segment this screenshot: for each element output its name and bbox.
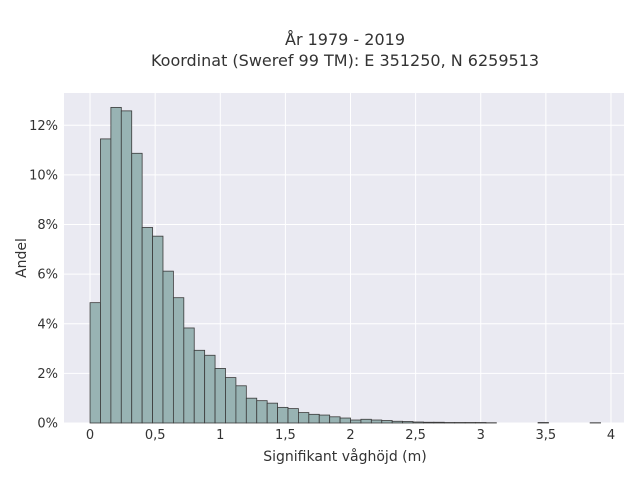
histogram-bar-1	[100, 138, 112, 424]
histogram-bar-25	[350, 419, 362, 424]
histogram-bars	[89, 106, 601, 424]
histogram-bar-0	[89, 302, 101, 424]
histogram-bar-5	[141, 227, 153, 424]
x-tick-label-5: 2,5	[405, 428, 426, 443]
histogram-bar-31	[412, 421, 424, 424]
histogram-bar-7	[162, 270, 174, 424]
histogram-bar-22	[318, 414, 331, 424]
histogram-bar-10	[193, 349, 206, 424]
histogram-bar-4	[131, 152, 143, 424]
y-tick-label-5: 10%	[29, 168, 58, 183]
histogram-bar-17	[266, 402, 278, 424]
x-tick-label-4: 2	[346, 428, 354, 443]
histogram-bar-33	[433, 421, 445, 424]
histogram-bar-21	[308, 413, 320, 424]
y-tick-label-4: 8%	[37, 218, 58, 233]
histogram-bar-14	[235, 385, 247, 424]
y-tick-label-2: 4%	[37, 317, 58, 332]
histogram-bar-19	[287, 408, 299, 424]
x-tick-label-0: 0	[86, 428, 94, 443]
histogram-bar-9	[183, 327, 195, 424]
y-axis-label: Andel	[14, 238, 30, 278]
x-tick-label-1: 0,5	[145, 428, 166, 443]
y-tick-label-3: 6%	[37, 268, 58, 283]
y-tick-label-1: 2%	[37, 367, 58, 382]
histogram-bar-28	[381, 420, 393, 424]
histogram-bar-13	[225, 377, 237, 424]
histogram-bar-29	[391, 420, 404, 424]
x-tick-label-8: 4	[607, 428, 615, 443]
chart-title-line1: År 1979 - 2019	[285, 30, 405, 49]
chart-title-line2: Koordinat (Sweref 99 TM): E 351250, N 62…	[151, 51, 539, 70]
x-tick-label-6: 3	[477, 428, 485, 443]
x-tick-label-7: 3,5	[536, 428, 557, 443]
histogram-bar-6	[152, 235, 164, 424]
histogram-bar-11	[204, 354, 216, 424]
histogram-bar-2	[110, 106, 122, 424]
histogram-bar-18	[277, 406, 289, 424]
histogram-bar-15	[245, 397, 258, 424]
histogram-bar-8	[172, 297, 185, 424]
x-tick-label-2: 1	[216, 428, 224, 443]
x-tick-label-3: 1,5	[275, 428, 296, 443]
histogram-bar-26	[360, 418, 372, 424]
histogram-bar-27	[370, 419, 383, 424]
histogram-bar-16	[256, 400, 268, 424]
x-axis-label: Signifikant våghöjd (m)	[263, 448, 426, 465]
histogram-bar-24	[339, 417, 351, 424]
histogram-bar-12	[214, 368, 226, 424]
histogram-bar-32	[423, 421, 435, 424]
histogram-bar-3	[120, 110, 133, 424]
y-tick-label-6: 12%	[29, 119, 58, 134]
y-axis-ticks: 0% 2% 4% 6% 8% 10% 12%	[29, 119, 58, 432]
x-axis-ticks: 0 0,5 1 1,5 2 2,5 3 3,5 4	[86, 428, 615, 443]
histogram-bar-23	[329, 416, 341, 424]
histogram-bar-30	[402, 421, 414, 424]
histogram-bar-20	[298, 412, 310, 424]
y-tick-label-0: 0%	[37, 417, 58, 432]
